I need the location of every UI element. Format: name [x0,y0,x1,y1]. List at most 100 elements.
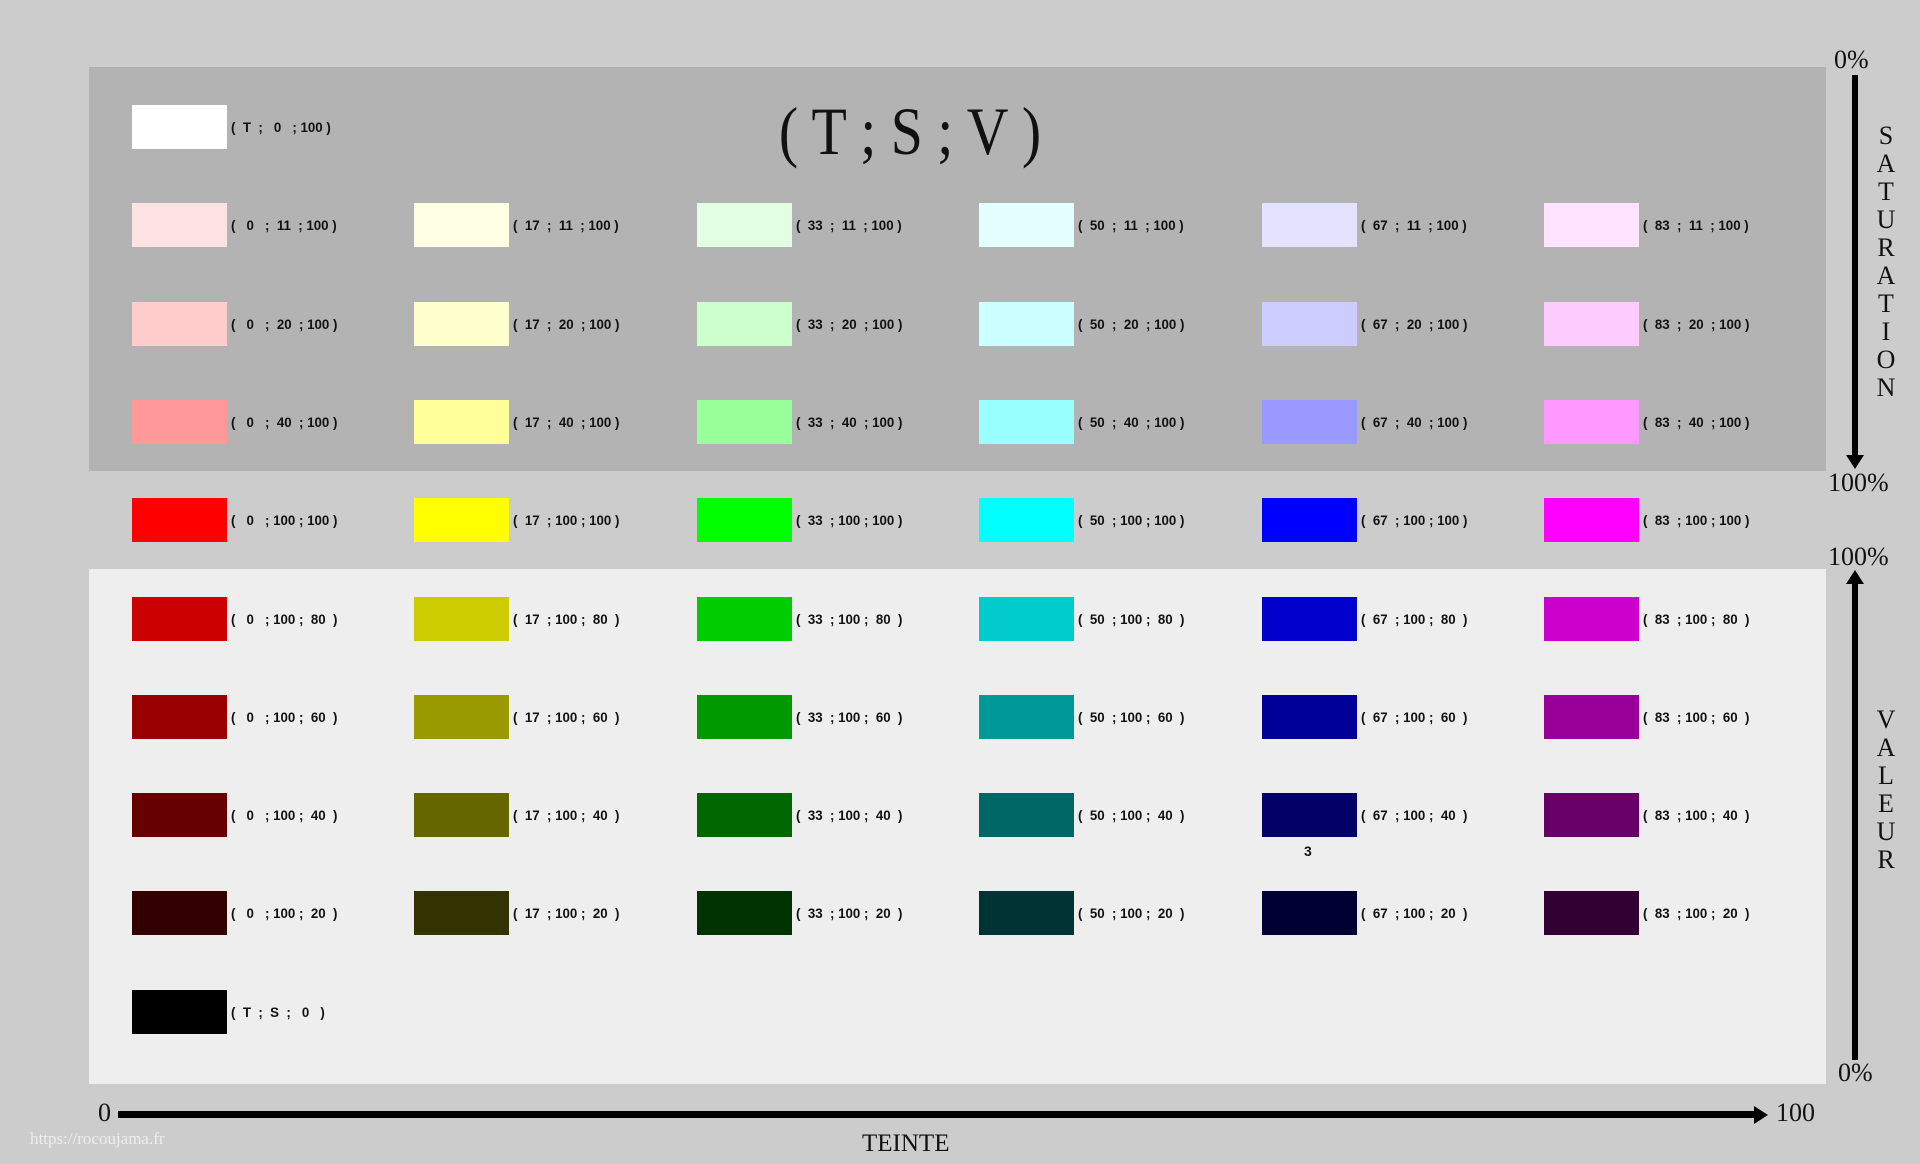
color-swatch [979,891,1075,936]
color-swatch [696,498,792,543]
hue-start-label: 0 [98,1098,111,1127]
saturation-arrow [1852,75,1858,455]
color-cell: ( 0 ; 40 ; 100 ) [132,399,343,444]
color-swatch [414,891,510,936]
color-swatch [132,989,227,1034]
tsv-label: ( 17 ; 100 ; 60 ) [513,708,620,725]
tsv-label: ( 17 ; 100 ; 40 ) [513,807,620,824]
color-cell: ( 33 ; 100 ; 60 ) [696,694,908,739]
color-swatch [979,203,1075,248]
color-cell: ( 50 ; 11 ; 100 ) [979,203,1189,248]
color-swatch [414,399,510,444]
axis-letter: T [1878,289,1894,318]
color-swatch [696,891,792,936]
axis-letter: E [1878,789,1894,818]
color-swatch [979,793,1075,838]
color-swatch [1261,498,1357,543]
tsv-label: ( 17 ; 100 ; 100 ) [513,512,620,529]
tsv-label: ( T ; S ; 0 ) [231,1003,325,1020]
color-swatch [696,596,792,641]
color-cell: ( 33 ; 40 ; 100 ) [696,399,908,444]
axis-letter: T [1878,177,1894,206]
value-end-label: 100% [1828,542,1889,571]
tsv-label: ( 83 ; 100 ; 40 ) [1643,807,1750,824]
value-start-label: 0% [1838,1058,1873,1087]
color-cell: ( 67 ; 40 ; 100 ) [1261,399,1473,444]
color-cell: ( 17 ; 100 ; 80 ) [414,596,625,641]
tsv-label: ( 50 ; 40 ; 100 ) [1078,413,1185,430]
stray-text: 3 [1304,843,1312,859]
color-swatch [132,203,227,248]
tsv-label: ( 67 ; 100 ; 100 ) [1360,512,1468,529]
tsv-label: ( 33 ; 100 ; 80 ) [795,610,903,627]
color-cell: ( 17 ; 100 ; 100 ) [414,498,625,543]
tsv-label: ( 0 ; 100 ; 100 ) [231,512,338,529]
color-cell: ( 17 ; 20 ; 100 ) [414,301,625,346]
color-swatch [132,891,227,936]
color-swatch [414,203,510,248]
arrow-right-icon [1754,1106,1768,1124]
color-cell: ( 33 ; 100 ; 100 ) [696,498,908,543]
arrow-down-icon [1846,455,1864,469]
arrow-up-icon [1846,570,1864,584]
color-cell: ( 83 ; 100 ; 40 ) [1544,793,1755,838]
color-swatch [1544,596,1639,641]
color-swatch [1544,203,1639,248]
axis-letter: O [1876,345,1896,374]
saturation-end-label: 100% [1828,468,1889,497]
tsv-label: ( 83 ; 20 ; 100 ) [1643,315,1750,332]
tsv-label: ( 33 ; 100 ; 60 ) [795,708,903,725]
hue-end-label: 100 [1776,1098,1815,1127]
color-cell: ( 0 ; 100 ; 100 ) [132,498,343,543]
tsv-label: ( 17 ; 20 ; 100 ) [513,315,620,332]
tsv-label: ( 50 ; 100 ; 20 ) [1078,905,1185,922]
color-swatch [696,793,792,838]
color-swatch [132,399,227,444]
tsv-label: ( 83 ; 100 ; 60 ) [1643,708,1750,725]
watermark[interactable]: https://rocoujama.fr [30,1129,165,1148]
hue-arrow [118,1111,1756,1118]
tsv-label: ( 67 ; 100 ; 60 ) [1360,708,1468,725]
axis-letter: S [1878,121,1894,150]
color-cell: ( 67 ; 100 ; 20 ) [1261,891,1473,936]
tsv-label: ( 67 ; 100 ; 80 ) [1360,610,1468,627]
color-swatch [1261,399,1357,444]
color-swatch [1261,301,1357,346]
color-swatch [132,596,227,641]
value-panel [89,569,1826,1084]
color-cell: ( 50 ; 20 ; 100 ) [979,301,1190,346]
color-cell: ( 17 ; 100 ; 60 ) [414,694,625,739]
color-swatch [979,399,1075,444]
tsv-label: ( 33 ; 20 ; 100 ) [795,315,903,332]
color-cell: ( 67 ; 100 ; 100 ) [1261,498,1473,543]
axis-letter: U [1876,817,1896,846]
color-cell: ( 33 ; 100 ; 80 ) [696,596,908,641]
color-cell: ( T ; 0 ; 100 ) [132,105,336,149]
tsv-label: ( 50 ; 100 ; 80 ) [1078,610,1185,627]
color-swatch [979,301,1075,346]
color-swatch [414,793,510,838]
color-swatch [1544,498,1639,543]
tsv-label: ( 33 ; 11 ; 100 ) [795,217,902,234]
saturation-panel [89,67,1826,471]
tsv-label: ( 0 ; 100 ; 80 ) [231,610,338,627]
tsv-label: ( 50 ; 100 ; 100 ) [1078,512,1185,529]
tsv-label: ( 0 ; 20 ; 100 ) [231,315,338,332]
tsv-label: ( 33 ; 100 ; 20 ) [795,905,903,922]
color-cell: ( 50 ; 100 ; 20 ) [979,891,1190,936]
value-arrow [1852,584,1858,1060]
color-swatch [696,399,792,444]
tsv-label: ( 50 ; 20 ; 100 ) [1078,315,1185,332]
color-cell: ( 67 ; 20 ; 100 ) [1261,301,1473,346]
color-swatch [1544,793,1639,838]
color-swatch [1544,694,1639,739]
color-swatch [132,498,227,543]
tsv-label: ( 83 ; 40 ; 100 ) [1643,413,1750,430]
tsv-label: ( 0 ; 11 ; 100 ) [231,217,337,234]
axis-letter: R [1877,845,1895,874]
color-cell: ( 67 ; 100 ; 40 ) [1261,793,1473,838]
tsv-label: ( 50 ; 100 ; 40 ) [1078,807,1185,824]
color-swatch [132,105,227,149]
color-swatch [1261,694,1357,739]
